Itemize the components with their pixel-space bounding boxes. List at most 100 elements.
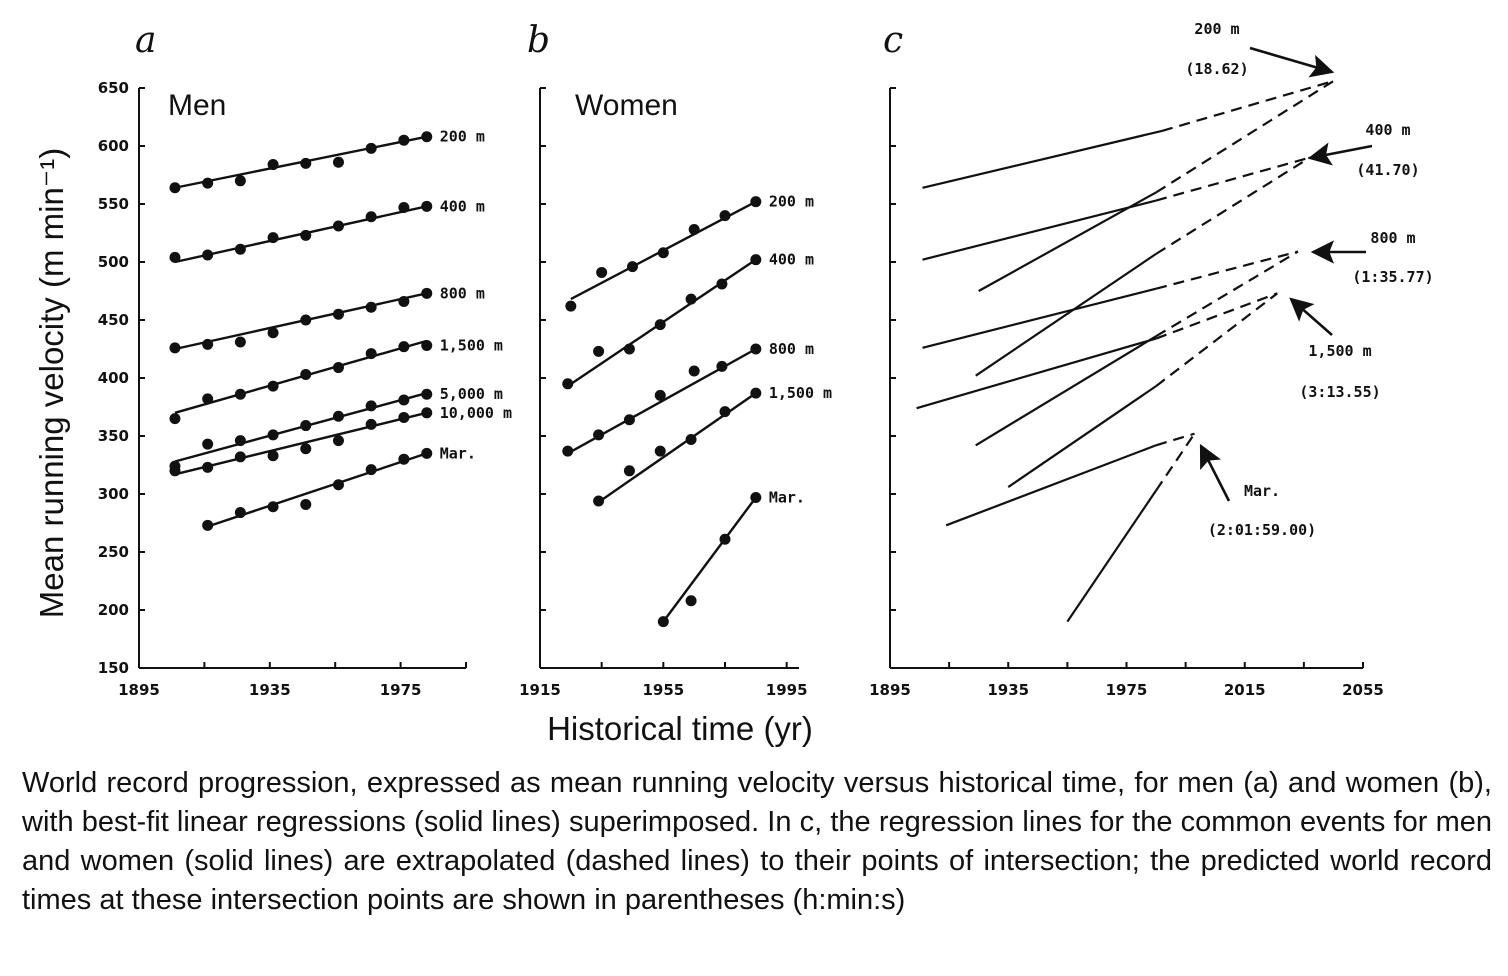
data-point (234, 388, 246, 400)
extrapolated-line (1155, 156, 1311, 255)
series-label: Mar. (769, 488, 805, 506)
panel-c-line-1-500-m-women (1007, 292, 1278, 488)
data-point (300, 314, 312, 326)
panel-b-series-200-m: 200 m (565, 193, 814, 312)
panel-b-series-400-m: 400 m (562, 251, 814, 390)
panel-c-x-tick-label: 2015 (1224, 681, 1266, 699)
regression-line (1007, 385, 1157, 488)
annotation-event: 400 m (1365, 121, 1410, 139)
data-point (267, 501, 279, 513)
data-point (365, 211, 377, 223)
panel-a-series-400-m: 400 m (169, 197, 485, 264)
annotation-event: 200 m (1194, 20, 1239, 38)
series-label: 400 m (769, 251, 814, 269)
data-point (565, 300, 577, 312)
annotation-1-500-m: 1,500 m (3:13.55) (1289, 297, 1381, 401)
panel-b-series-1-500-m: 1,500 m (593, 384, 832, 507)
data-point (562, 378, 574, 390)
data-point (332, 479, 344, 491)
data-point (685, 293, 697, 305)
panel-b-title: Women (575, 89, 678, 122)
panel-b-x-tick-label: 1995 (766, 681, 808, 699)
regression-line (662, 496, 757, 623)
panel-a-y-tick-label: 500 (98, 253, 129, 271)
annotation-event: 1,500 m (1308, 342, 1371, 360)
annotation-mar: Mar. (2:01:59.00) (1199, 443, 1316, 539)
annotation-200-m: 200 m (18.62) (1185, 20, 1335, 78)
data-point (657, 616, 669, 628)
data-point (300, 420, 312, 432)
series-label: 800 m (769, 340, 814, 358)
data-point (365, 464, 377, 476)
panel-a-y-tick-label: 550 (98, 195, 129, 213)
data-point (685, 595, 697, 607)
regression-line (975, 252, 1157, 377)
annotation-arrow (1289, 297, 1333, 336)
data-point (365, 400, 377, 412)
annotation-time: (2:01:59.00) (1208, 521, 1316, 539)
data-point (719, 533, 731, 545)
data-point (623, 343, 635, 355)
data-point (365, 301, 377, 313)
panel-a-series-10-000-m: 10,000 m (169, 404, 512, 477)
data-point (332, 156, 344, 168)
panel-a: 150 200 250 300 350 400 450 500 550 600 650 1895 193… (98, 20, 512, 699)
data-point (234, 175, 246, 187)
panel-c-x-tick-label: 1935 (987, 681, 1029, 699)
data-point (202, 338, 214, 350)
panel-a-series-200-m: 200 m (169, 128, 485, 194)
data-point (300, 157, 312, 169)
panel-a-title: Men (168, 89, 226, 122)
data-point (716, 278, 728, 290)
panel-a-y-tick-label: 350 (98, 427, 129, 445)
series-label: Mar. (440, 444, 476, 462)
panel-a-letter: a (135, 20, 156, 61)
panel-c-line-400-m-women (975, 156, 1311, 377)
annotation-event: 800 m (1370, 229, 1415, 247)
annotation-time: (1:35.77) (1352, 268, 1433, 286)
data-point (332, 308, 344, 320)
data-point (169, 251, 181, 263)
series-label: 10,000 m (440, 404, 512, 422)
data-point (719, 406, 731, 418)
panel-c-line-mar-men (945, 432, 1195, 527)
annotation-800-m: 800 m (1:35.77) (1310, 229, 1434, 286)
panel-b-series-mar: Mar. (657, 488, 805, 628)
annotation-event: Mar. (1244, 482, 1280, 500)
panel-c-line-mar-women (1066, 433, 1196, 623)
panel-a-y-tick-label: 200 (98, 601, 129, 619)
data-point (398, 134, 410, 146)
series-label: 200 m (440, 128, 485, 146)
data-point (202, 249, 214, 261)
data-point (421, 131, 433, 143)
panel-b-x-tick-label: 1915 (519, 681, 561, 699)
extrapolated-line (1155, 433, 1196, 492)
data-point (300, 369, 312, 381)
series-label: 400 m (440, 197, 485, 215)
data-point (267, 159, 279, 171)
data-point (202, 519, 214, 531)
data-point (267, 327, 279, 339)
data-point (234, 336, 246, 348)
data-point (365, 142, 377, 154)
regression-line (1066, 489, 1157, 623)
panel-a-x-tick-label: 1935 (249, 681, 291, 699)
panel-b-letter: b (527, 20, 550, 61)
annotation-400-m: 400 m (41.70) (1307, 121, 1420, 179)
extrapolated-line (1155, 250, 1299, 290)
data-point (421, 287, 433, 299)
panel-c-x-tick-label: 1895 (869, 681, 911, 699)
series-label: 1,500 m (440, 337, 503, 355)
data-point (750, 254, 762, 266)
panel-a-series-800-m: 800 m (169, 284, 485, 354)
annotation-arrow (1307, 142, 1373, 166)
panel-a-y-tick-label: 600 (98, 137, 129, 155)
panel-a-y-tick-label: 150 (98, 659, 129, 677)
data-point (421, 407, 433, 419)
data-point (332, 435, 344, 447)
data-point (623, 414, 635, 426)
panel-c-letter: c (883, 20, 903, 61)
series-label: 1,500 m (769, 384, 832, 402)
figure-caption: World record progression, expressed as m… (22, 767, 1492, 916)
panel-c-x-tick-label: 2055 (1342, 681, 1384, 699)
